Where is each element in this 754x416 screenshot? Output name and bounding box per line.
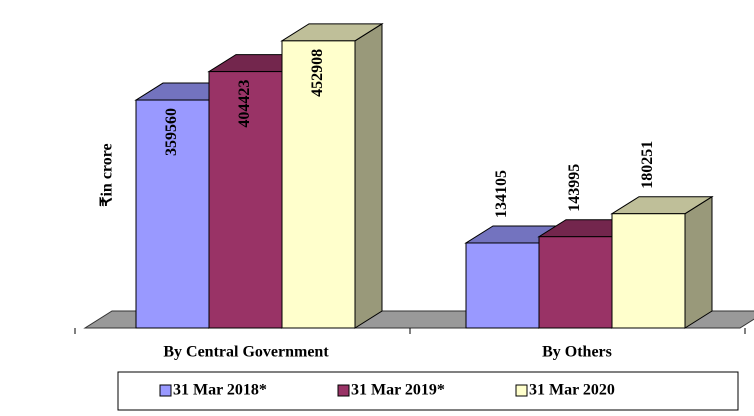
- legend-swatch: [515, 384, 528, 397]
- y-axis-label: ₹in crore: [99, 143, 116, 206]
- bar: [611, 213, 686, 329]
- legend-label: 31 Mar 2019*: [351, 382, 445, 399]
- bar: [135, 99, 210, 329]
- data-label: 143995: [566, 164, 583, 212]
- data-label: 404423: [236, 80, 253, 128]
- legend-label: 31 Mar 2020: [529, 382, 615, 399]
- x-tick-label: By Others: [542, 344, 612, 361]
- data-label: 359560: [163, 108, 180, 156]
- bar: [538, 236, 613, 329]
- bar-side: [354, 22, 383, 329]
- data-label: 452908: [309, 49, 326, 97]
- legend-label: 31 Mar 2018*: [173, 382, 267, 399]
- legend-swatch: [337, 384, 350, 397]
- data-label: 134105: [493, 170, 510, 218]
- bar: [281, 40, 356, 329]
- legend: [117, 371, 739, 411]
- legend-swatch: [159, 384, 172, 397]
- bar-side: [684, 195, 713, 329]
- bar: [465, 242, 540, 329]
- data-label: 180251: [639, 141, 656, 189]
- x-tick-label: By Central Government: [163, 344, 329, 361]
- bar: [208, 71, 283, 329]
